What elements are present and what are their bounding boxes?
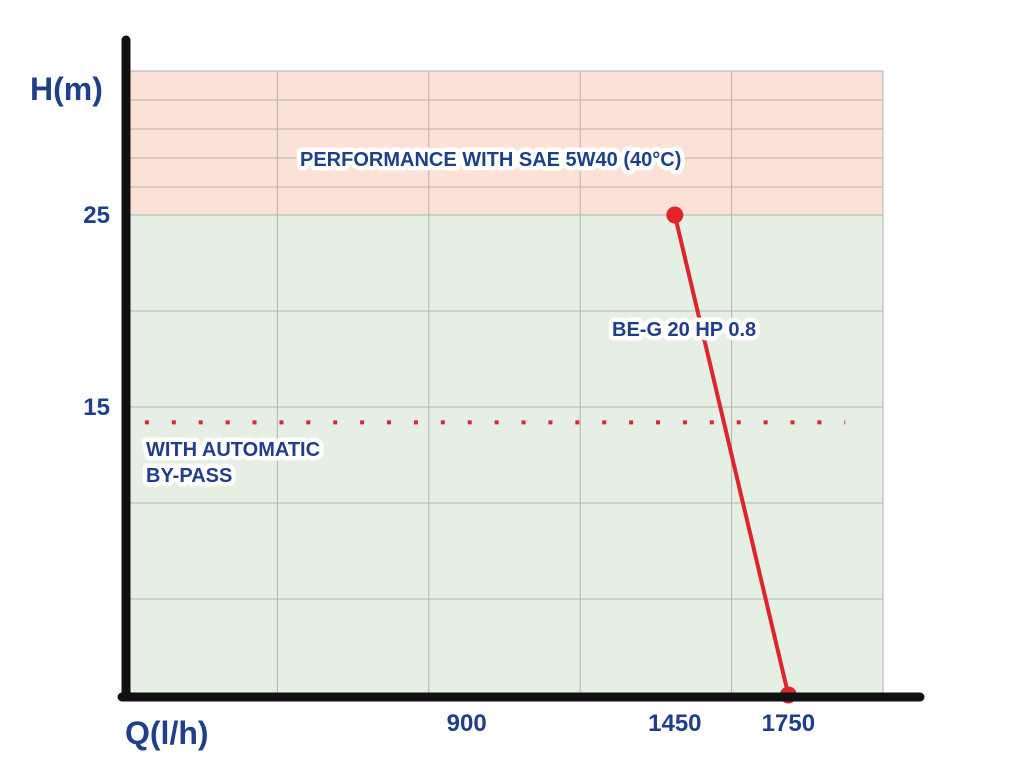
background-regions xyxy=(126,71,883,695)
grid xyxy=(126,70,884,695)
data-point-0 xyxy=(666,206,684,224)
bypass-label-line1: WITH AUTOMATIC xyxy=(146,439,320,461)
tick-labels: 900 1450 1750 15 25 xyxy=(83,202,815,737)
x-tick-label: 900 xyxy=(447,710,487,737)
performance-label: PERFORMANCE WITH SAE 5W40 (40°C) xyxy=(300,149,681,171)
curve-label: BE-G 20 HP 0.8 xyxy=(612,319,756,341)
y-tick-label: 25 xyxy=(83,202,110,229)
x-tick-label: 1450 xyxy=(648,710,701,737)
x-axis-title: Q(l/h) xyxy=(125,715,209,751)
bypass-label-line2: BY-PASS xyxy=(146,465,232,487)
y-axis-title: H(m) xyxy=(30,71,103,107)
axes xyxy=(117,35,925,702)
y-tick-label: 15 xyxy=(83,394,110,421)
region-band-0 xyxy=(126,71,883,215)
region-band-1 xyxy=(126,215,883,695)
x-tick-label: 1750 xyxy=(762,710,815,737)
performance-curve xyxy=(672,214,791,696)
